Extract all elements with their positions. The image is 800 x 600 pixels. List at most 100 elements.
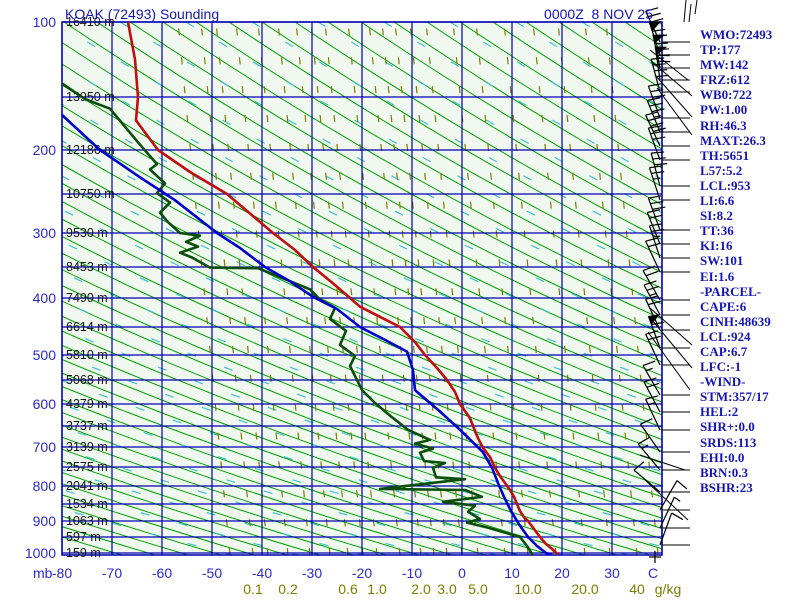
barb-connector-line xyxy=(649,307,693,346)
dry-adiabat-line xyxy=(459,22,662,150)
height-label: 1534 m xyxy=(66,497,108,511)
wind-barb-full xyxy=(645,270,659,277)
wind-barb-full xyxy=(649,165,663,169)
wind-barb-half xyxy=(649,292,657,297)
mixing-ratio-line xyxy=(584,22,638,555)
mixing-ratio-line xyxy=(503,22,557,555)
wind-barb-full xyxy=(651,108,665,113)
stat-line: EI:1.6 xyxy=(700,268,735,284)
wind-barb-half xyxy=(653,235,661,238)
wind-barb-full xyxy=(643,280,657,286)
wind-barb-pennant xyxy=(652,34,665,44)
temperature-axis-label: -60 xyxy=(152,565,172,581)
stat-line: WB0:722 xyxy=(700,87,752,103)
wind-barb-staff xyxy=(637,443,661,471)
wind-barb-full xyxy=(646,285,660,291)
mixing-ratio-label: 2.0 xyxy=(411,581,431,597)
wind-barb-staff xyxy=(654,46,661,81)
moist-adiabat-line xyxy=(62,354,662,548)
wind-barb-half xyxy=(641,444,649,450)
barb-connector-line xyxy=(647,331,691,391)
height-label: 2575 m xyxy=(66,460,108,474)
height-label: 16410 m xyxy=(66,15,115,29)
dry-adiabat-line xyxy=(62,105,662,403)
mixing-ratio-line xyxy=(295,22,349,555)
dry-adiabat-line xyxy=(62,472,321,555)
mixing-ratio-line xyxy=(277,22,331,555)
temp-unit-label: C xyxy=(648,565,658,581)
dewpoint-trace xyxy=(62,82,535,555)
wind-barb-pennant xyxy=(655,46,668,56)
wind-barb-full xyxy=(671,512,684,521)
wind-barb-half xyxy=(648,402,656,406)
stat-line: MAXT:26.3 xyxy=(700,132,766,148)
mixing-ratio-line xyxy=(215,22,269,555)
wind-barb-staff xyxy=(647,85,661,119)
chart-title: KOAK (72493) Sounding xyxy=(65,6,220,22)
wind-barb-full xyxy=(648,12,661,18)
stat-line: FRZ:612 xyxy=(700,72,750,88)
wind-barb-staff xyxy=(659,480,678,511)
wind-barb-full xyxy=(648,300,661,306)
stat-line: CAPE:6 xyxy=(700,298,747,314)
temperature-axis-label: -40 xyxy=(252,565,272,581)
mixing-ratio-line xyxy=(381,22,435,555)
dry-adiabat-line xyxy=(426,22,662,169)
dry-adiabat-line xyxy=(62,460,354,555)
datetime-label: 0000Z 8 NOV 25 xyxy=(544,6,653,22)
height-label: 597 m xyxy=(66,530,101,544)
pressure-axis-label: 400 xyxy=(33,290,57,306)
dry-adiabat-line xyxy=(62,235,662,487)
stat-line: KI:16 xyxy=(700,238,733,254)
dry-adiabat-line xyxy=(393,22,662,188)
wind-barb-half xyxy=(653,115,661,118)
wind-barb-staff xyxy=(659,512,673,546)
mixing-ratio-label: 20.0 xyxy=(571,581,598,597)
pressure-axis-label: 100 xyxy=(33,14,57,30)
mixing-ratio-line xyxy=(425,22,479,555)
wind-barb-full xyxy=(654,69,668,72)
wind-barb-full xyxy=(642,265,656,272)
wind-barb-full xyxy=(640,418,653,425)
wind-barb-full xyxy=(651,57,665,60)
wind-barb-staff xyxy=(647,127,661,161)
stat-line: BSHR:23 xyxy=(700,479,753,495)
temperature-trace xyxy=(126,22,559,555)
barb-connector-line xyxy=(651,319,693,369)
plot-border xyxy=(61,21,663,556)
height-label: 2041 m xyxy=(66,479,108,493)
sounding-traces xyxy=(62,22,559,555)
mixing-ratio-line xyxy=(409,22,463,555)
dry-adiabat-line xyxy=(261,22,662,257)
barb-connector-line xyxy=(639,454,686,471)
pressure-axis-label: 900 xyxy=(33,513,57,529)
dry-adiabat-line xyxy=(96,22,662,335)
wind-barb-staff xyxy=(645,333,661,366)
wind-barb-full xyxy=(651,321,665,326)
moist-adiabat-line xyxy=(62,426,497,555)
height-label: 1063 m xyxy=(66,514,108,528)
wind-barb-staff xyxy=(640,423,661,453)
dry-adiabat-line xyxy=(195,22,662,289)
dry-adiabat-line xyxy=(62,300,662,530)
dry-adiabat-line xyxy=(62,448,387,555)
wind-barb-full xyxy=(642,360,656,367)
stat-line: HEL:2 xyxy=(700,404,739,420)
moist-adiabat-line xyxy=(62,328,662,530)
stat-line: LI:6.6 xyxy=(700,193,735,209)
wind-barb-staff xyxy=(650,153,661,187)
wind-barb-full xyxy=(649,214,663,219)
pressure-unit-label: mb xyxy=(33,565,53,581)
wind-barb-full xyxy=(652,157,666,160)
stat-line: WMO:72493 xyxy=(700,27,773,42)
dry-adiabat-line xyxy=(360,22,662,206)
height-label: 159 m xyxy=(66,546,101,560)
mixing-ratio-line xyxy=(177,22,231,555)
wind-barb-full xyxy=(649,223,663,227)
wind-barb-full xyxy=(652,206,666,210)
barb-connector-line xyxy=(654,74,693,118)
height-label: 7490 m xyxy=(66,291,108,305)
dry-adiabat-line xyxy=(62,200,662,464)
wind-barb-pennant xyxy=(649,20,662,32)
moist-adiabat-line xyxy=(62,448,431,555)
